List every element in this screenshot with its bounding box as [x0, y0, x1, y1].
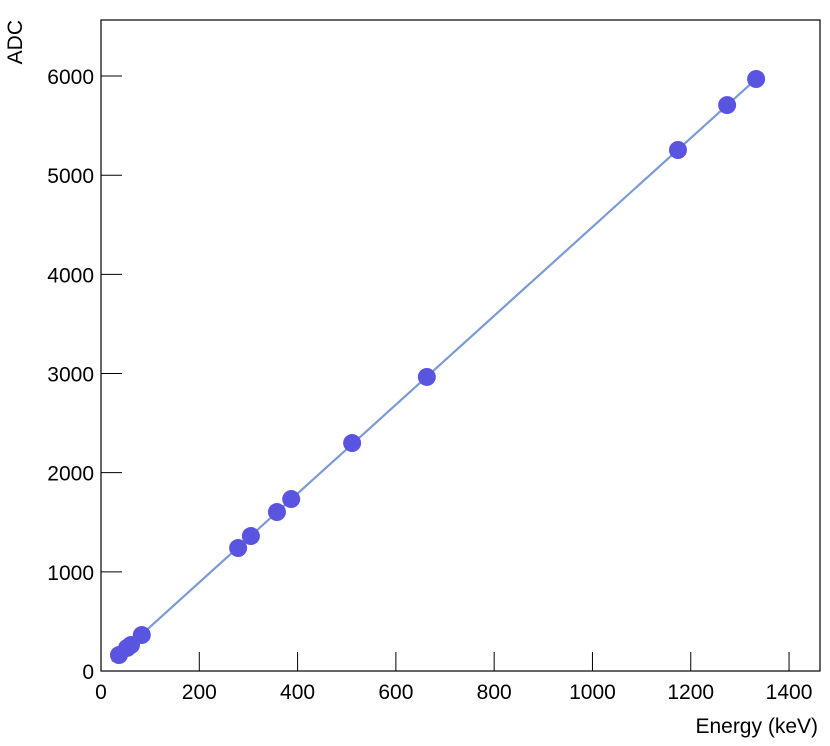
- x-tick-label: 400: [280, 681, 315, 704]
- data-point: [718, 96, 737, 115]
- data-point: [668, 141, 687, 160]
- data-point: [747, 70, 766, 89]
- y-tick-label: 1000: [47, 562, 94, 585]
- data-point: [241, 527, 260, 546]
- x-tick-label: 1200: [667, 681, 714, 704]
- x-tick-label: 600: [378, 681, 413, 704]
- x-tick-label: 800: [477, 681, 512, 704]
- y-axis-label: ADC: [4, 20, 27, 64]
- fit-line: [111, 71, 764, 663]
- y-tick-label: 6000: [47, 66, 94, 89]
- data-point: [343, 434, 362, 453]
- x-axis-label: Energy (keV): [695, 715, 818, 738]
- x-tick-label: 1400: [766, 681, 813, 704]
- data-point: [229, 539, 248, 558]
- y-tick-label: 2000: [47, 463, 94, 486]
- x-tick-label: 200: [182, 681, 217, 704]
- data-point: [132, 626, 151, 645]
- data-point: [282, 490, 301, 509]
- x-tick-label: 0: [95, 681, 107, 704]
- plot-frame: [100, 19, 821, 672]
- x-tick-label: 1000: [569, 681, 616, 704]
- data-point: [417, 367, 436, 386]
- y-tick-label: 4000: [47, 264, 94, 287]
- y-tick-label: 3000: [47, 364, 94, 387]
- data-point: [267, 503, 286, 522]
- y-tick-label: 0: [82, 661, 94, 684]
- y-tick-label: 5000: [47, 165, 94, 188]
